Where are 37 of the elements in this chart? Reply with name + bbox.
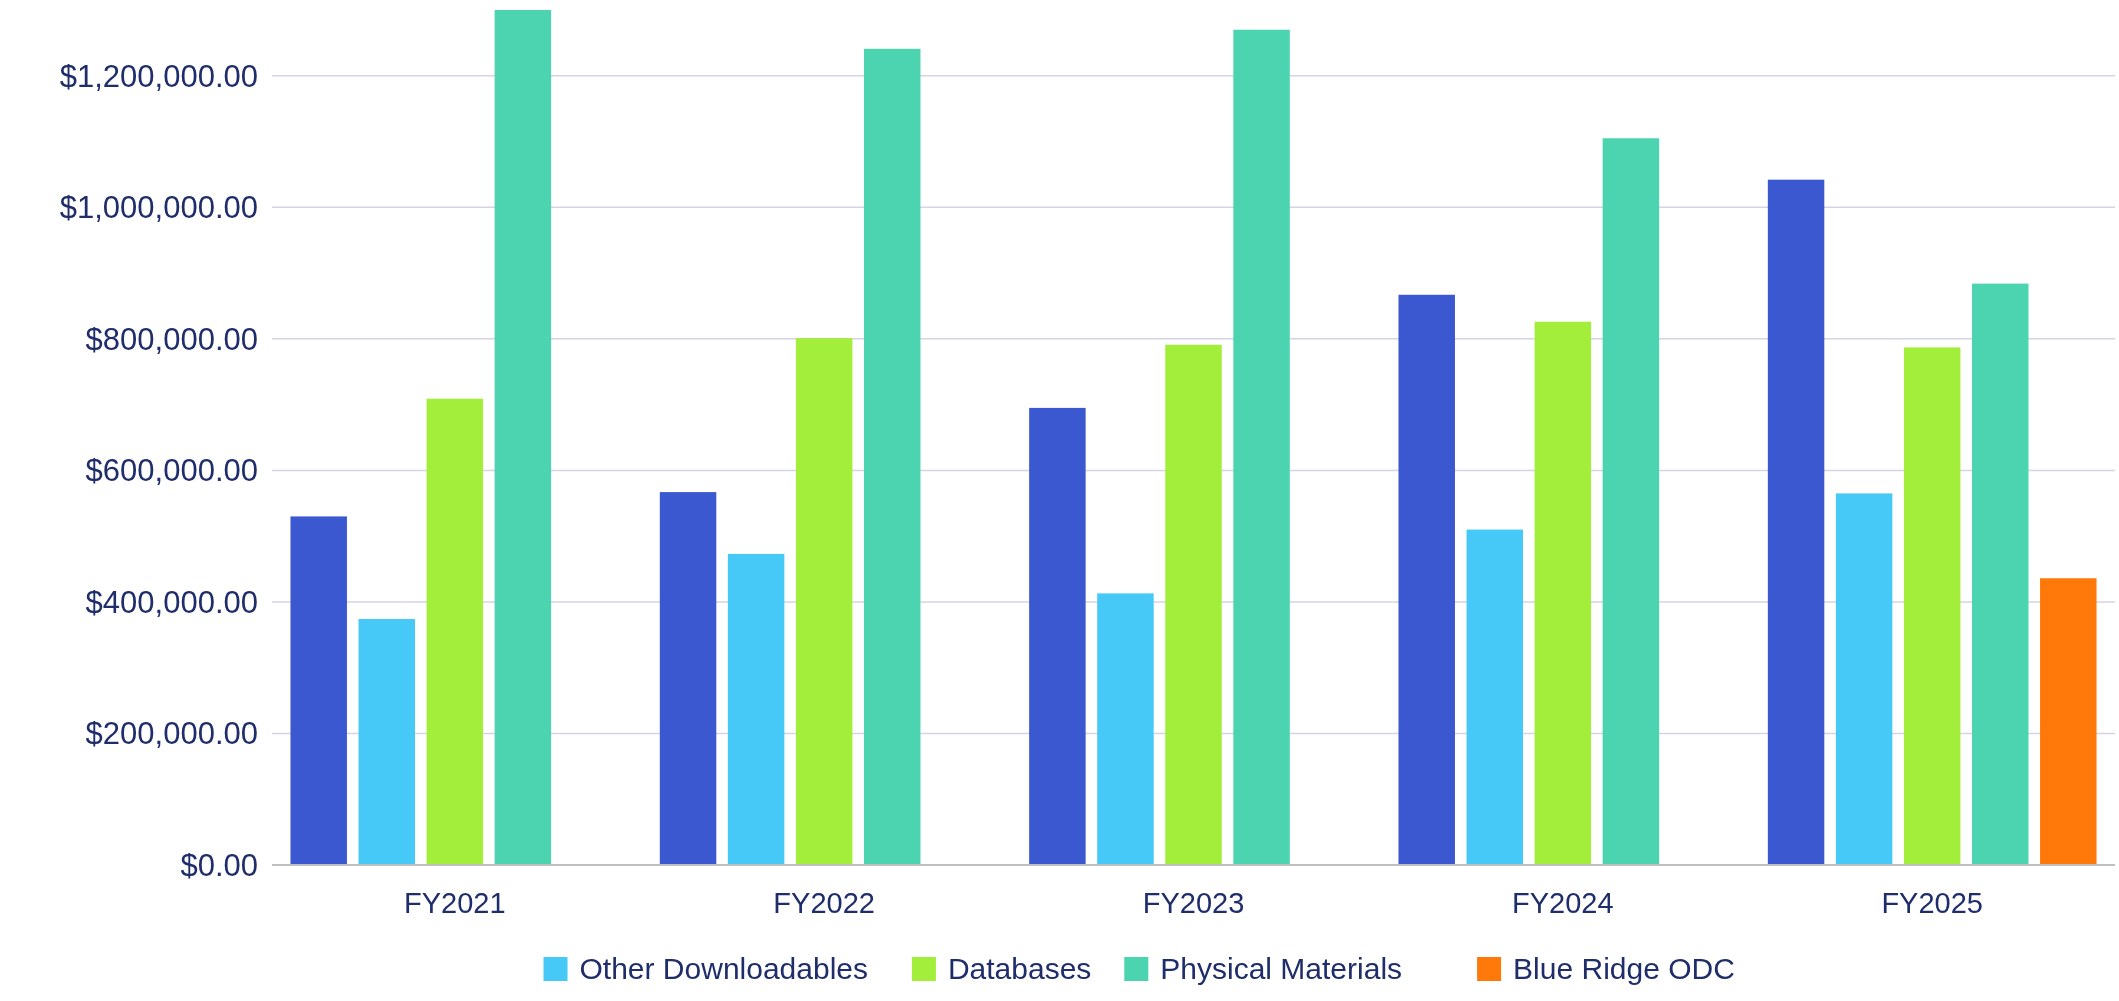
x-tick-label: FY2022 <box>773 887 875 919</box>
legend-label: Physical Materials <box>1160 952 1403 985</box>
y-tick-label: $1,000,000.00 <box>59 190 258 226</box>
bar <box>426 398 484 865</box>
y-tick-label: $400,000.00 <box>85 584 258 620</box>
bar <box>290 516 347 865</box>
bar <box>1398 294 1455 865</box>
bar <box>863 48 921 865</box>
bar <box>2040 578 2097 865</box>
y-tick-label: $0.00 <box>180 847 258 883</box>
bar <box>795 338 853 865</box>
bar <box>1233 29 1290 865</box>
x-tick-label: FY2023 <box>1142 887 1245 919</box>
bar <box>1602 138 1660 865</box>
bar <box>1903 347 1961 865</box>
bar <box>659 492 717 865</box>
bar <box>1466 529 1524 865</box>
bar <box>1097 593 1154 865</box>
bar <box>1165 344 1222 865</box>
bar <box>727 553 785 865</box>
y-tick-label: $200,000.00 <box>85 716 258 752</box>
bar <box>1971 283 2029 865</box>
bar <box>1835 493 1893 865</box>
x-tick-label: FY2024 <box>1512 887 1614 919</box>
bar <box>494 10 552 865</box>
y-tick-label: $800,000.00 <box>85 321 258 357</box>
bar <box>1029 407 1086 865</box>
legend-label: Other Downloadables <box>579 952 869 985</box>
y-tick-label: $600,000.00 <box>85 453 258 489</box>
bar <box>1534 321 1592 865</box>
bar <box>358 619 416 865</box>
bar <box>1767 179 1825 865</box>
x-tick-label: FY2021 <box>404 887 506 919</box>
legend-label: Blue Ridge ODC <box>1513 952 1735 985</box>
x-tick-label: FY2025 <box>1881 887 1983 919</box>
y-tick-label: $1,200,000.00 <box>59 58 258 94</box>
legend-label: Databases <box>947 952 1092 985</box>
